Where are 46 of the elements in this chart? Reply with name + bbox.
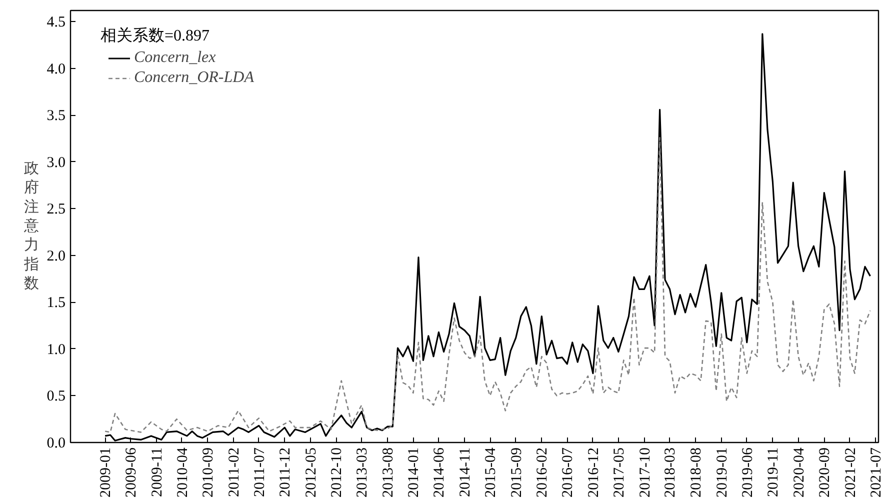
- x-tick-label: 2018-08: [688, 447, 705, 498]
- y-axis-title: 政府注意力指数: [22, 160, 39, 292]
- x-tick-label: 2011-07: [252, 447, 268, 497]
- x-tick-label: 2009-11: [149, 447, 166, 497]
- y-tick-label: 0.0: [46, 436, 66, 452]
- x-tick-label: 2013-08: [380, 447, 396, 498]
- x-tick-label: 2009-01: [98, 447, 114, 498]
- y-tick-label: 1.5: [46, 295, 66, 312]
- x-tick-label: 2020-09: [817, 447, 834, 498]
- annotation: 相关系数=0.897: [100, 26, 210, 44]
- x-tick-label: 2019-06: [740, 447, 756, 498]
- x-tick-label: 2012-05: [303, 447, 320, 498]
- y-tick-label: 3.5: [46, 108, 66, 124]
- x-tick-label: 2018-03: [662, 447, 679, 498]
- y-tick-label: 3.0: [46, 154, 66, 171]
- x-tick-label: 2021-07: [868, 447, 884, 498]
- x-tick-label: 2013-03: [354, 447, 371, 498]
- x-tick-label: 2020-04: [791, 447, 808, 498]
- x-tick-label: 2017-10: [637, 447, 654, 498]
- y-tick-label: 0.5: [46, 388, 66, 405]
- x-tick-label: 2014-06: [432, 447, 448, 498]
- x-tick-label: 2017-05: [611, 447, 628, 498]
- x-tick-label: 2010-04: [174, 447, 191, 498]
- x-tick-label: 2010-09: [200, 447, 217, 498]
- x-tick-label: 2009-06: [124, 447, 140, 498]
- x-tick-label: 2016-02: [534, 447, 551, 498]
- x-tick-label: 2016-07: [560, 447, 576, 498]
- x-tick-label: 2016-12: [586, 447, 602, 498]
- y-tick-label: 1.0: [46, 342, 66, 358]
- y-tick-label: 2.5: [46, 202, 66, 218]
- x-tick-label: 2015-09: [508, 447, 525, 498]
- legend-label: Concern_lex: [134, 49, 216, 67]
- x-tick-label: 2019-01: [714, 447, 730, 498]
- y-tick-label: 2.0: [46, 248, 66, 264]
- x-tick-label: 2012-10: [329, 447, 346, 498]
- x-tick-label: 2011-12: [278, 447, 294, 497]
- legend-label: Concern_OR-LDA: [134, 69, 254, 87]
- y-tick-label: 4.0: [46, 61, 66, 78]
- x-tick-label: 2021-02: [842, 447, 859, 498]
- x-tick-label: 2015-04: [483, 447, 500, 498]
- x-tick-label: 2014-01: [406, 447, 422, 498]
- x-tick-label: 2014-11: [458, 447, 474, 497]
- x-tick-label: 2011-02: [226, 447, 243, 497]
- y-tick-label: 4.5: [46, 14, 66, 31]
- line-series: [104, 137, 871, 433]
- x-tick-label: 2019-11: [766, 447, 782, 497]
